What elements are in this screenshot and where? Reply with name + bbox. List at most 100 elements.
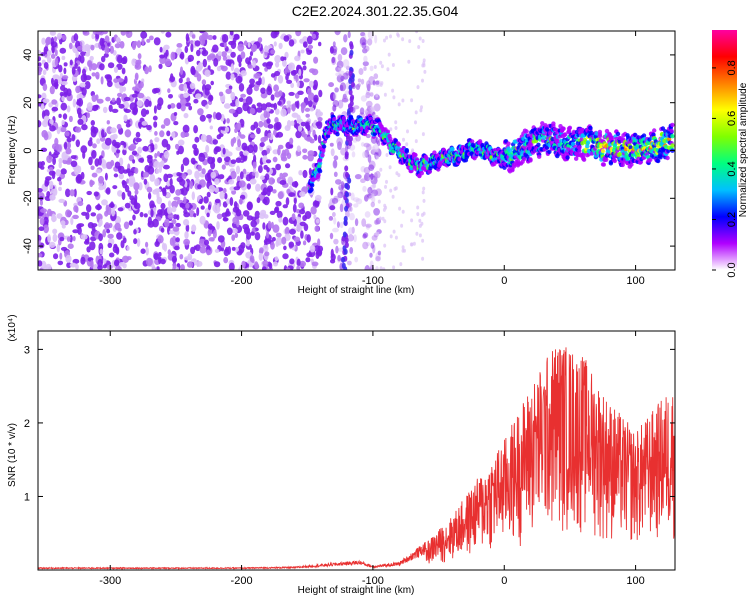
noise-speckle	[91, 94, 97, 103]
noise-speckle	[40, 165, 45, 170]
noise-speckle	[229, 197, 234, 206]
noise-speckle	[207, 229, 212, 237]
trace-point	[541, 135, 547, 140]
noise-speckle	[307, 44, 314, 50]
noise-speckle	[230, 170, 237, 180]
noise-speckle	[133, 199, 138, 209]
noise-speckle	[347, 234, 355, 242]
trace-point	[624, 152, 629, 157]
noise-speckle	[43, 216, 49, 225]
streak-point	[341, 262, 346, 269]
noise-speckle	[190, 43, 194, 53]
noise-speckle	[414, 110, 418, 115]
noise-speckle	[99, 37, 104, 47]
noise-speckle	[308, 80, 314, 88]
noise-speckle	[270, 94, 275, 101]
noise-speckle	[394, 186, 398, 191]
trace-point	[670, 143, 675, 148]
streak-point	[349, 100, 354, 107]
noise-speckle	[116, 232, 123, 240]
noise-speckle	[299, 221, 306, 227]
noise-speckle	[224, 156, 231, 163]
noise-speckle	[366, 107, 371, 112]
noise-speckle	[316, 121, 323, 129]
noise-speckle	[240, 93, 247, 98]
noise-speckle	[345, 209, 350, 218]
noise-speckle	[366, 100, 373, 108]
noise-speckle	[392, 265, 396, 270]
noise-speckle	[291, 70, 298, 75]
noise-speckle	[158, 63, 163, 69]
noise-speckle	[176, 263, 180, 268]
noise-speckle	[67, 157, 72, 164]
noise-speckle	[259, 247, 264, 254]
noise-speckle	[189, 180, 193, 190]
noise-speckle	[412, 241, 416, 246]
noise-speckle	[40, 208, 47, 213]
noise-speckle	[60, 246, 68, 251]
noise-speckle	[90, 259, 94, 269]
noise-speckle	[187, 54, 194, 62]
noise-speckle	[179, 254, 184, 260]
noise-speckle	[82, 45, 88, 53]
noise-speckle	[66, 262, 72, 269]
noise-speckle	[195, 260, 203, 267]
noise-speckle	[154, 131, 158, 136]
noise-speckle	[288, 62, 295, 71]
noise-speckle	[54, 49, 58, 57]
noise-speckle	[46, 155, 53, 164]
noise-speckle	[264, 251, 270, 257]
noise-speckle	[146, 38, 151, 43]
snr-x-tick-label: -300	[99, 575, 121, 587]
noise-speckle	[274, 91, 281, 98]
noise-speckle	[367, 38, 373, 46]
noise-speckle	[197, 108, 204, 116]
noise-speckle	[209, 125, 213, 130]
noise-speckle	[41, 92, 47, 101]
noise-speckle	[123, 96, 131, 102]
noise-speckle	[120, 140, 125, 146]
noise-speckle	[38, 188, 43, 193]
noise-speckle	[143, 213, 148, 218]
noise-speckle	[161, 242, 166, 250]
noise-speckle	[76, 45, 84, 51]
noise-speckle	[51, 153, 59, 159]
noise-speckle	[237, 43, 245, 52]
noise-speckle	[148, 65, 152, 73]
noise-speckle	[58, 186, 62, 192]
trace-point	[522, 156, 527, 162]
noise-speckle	[208, 237, 215, 242]
noise-speckle	[272, 149, 279, 155]
noise-speckle	[293, 197, 297, 205]
noise-speckle	[69, 262, 77, 268]
noise-speckle	[315, 250, 323, 256]
noise-speckle	[54, 57, 59, 67]
trace-point	[565, 155, 570, 160]
noise-speckle	[252, 60, 256, 69]
noise-speckle	[137, 53, 142, 60]
noise-speckle	[249, 107, 256, 115]
noise-speckle	[58, 198, 65, 203]
streak-point	[348, 89, 353, 96]
noise-speckle	[113, 243, 118, 249]
noise-speckle	[311, 68, 319, 76]
noise-speckle	[314, 225, 320, 232]
noise-speckle	[77, 223, 85, 228]
noise-speckle	[239, 171, 244, 180]
noise-speckle	[375, 266, 379, 270]
noise-speckle	[302, 240, 307, 246]
noise-speckle	[225, 59, 232, 66]
noise-speckle	[401, 37, 405, 42]
noise-speckle	[199, 198, 203, 204]
noise-speckle	[91, 172, 98, 178]
noise-speckle	[240, 242, 246, 249]
noise-speckle	[261, 149, 268, 157]
noise-speckle	[133, 238, 138, 245]
noise-speckle	[167, 104, 172, 110]
noise-speckle	[68, 42, 73, 50]
noise-speckle	[80, 51, 87, 56]
noise-speckle	[147, 216, 152, 226]
noise-speckle	[211, 157, 216, 164]
trace-point	[670, 122, 675, 128]
noise-speckle	[214, 187, 219, 193]
